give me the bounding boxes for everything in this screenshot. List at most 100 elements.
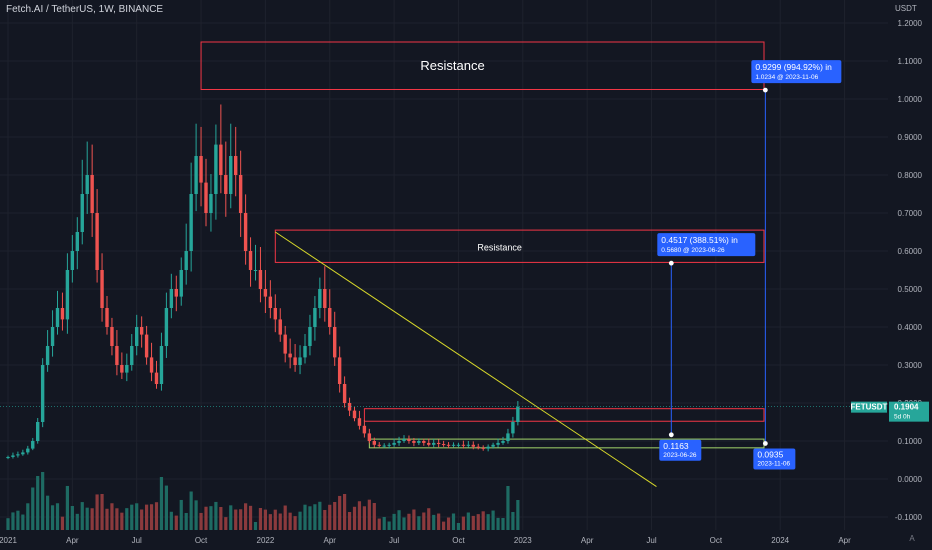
- candle-body: [293, 357, 297, 365]
- measure-end-point[interactable]: [762, 87, 768, 93]
- candle-body: [412, 441, 416, 443]
- volume-bar: [184, 513, 188, 530]
- resistance-zone[interactable]: [363, 408, 765, 422]
- candle-body: [372, 441, 376, 445]
- measure-callout-main: 0.9299 (994.92%) in: [755, 62, 832, 72]
- candle-body: [461, 444, 466, 446]
- volume-bar: [263, 509, 267, 530]
- candle-body: [427, 442, 431, 445]
- volume-bar: [75, 513, 79, 530]
- candle-body: [125, 365, 129, 373]
- volume-bar: [36, 476, 40, 530]
- volume-bar: [41, 472, 45, 530]
- symbol-title[interactable]: Fetch.AI / TetherUS, 1W, BINANCE: [6, 4, 164, 15]
- measure-start-label[interactable]: [753, 448, 796, 470]
- measure-start-label[interactable]: [659, 439, 702, 461]
- measure-callout[interactable]: [751, 60, 842, 84]
- volume-bar: [95, 494, 99, 530]
- volume-bar: [253, 522, 258, 530]
- measure-callout[interactable]: [657, 233, 756, 257]
- measure-end-point[interactable]: [668, 260, 674, 266]
- candle-body: [283, 334, 287, 354]
- candle-body: [342, 384, 347, 403]
- volume-bar: [46, 495, 50, 530]
- volume-bar: [432, 514, 436, 530]
- candle-body: [229, 156, 233, 194]
- candle-body: [486, 446, 490, 449]
- volume-bar: [26, 503, 30, 530]
- volume-bar: [130, 504, 134, 530]
- candle-body: [397, 441, 401, 443]
- volume-bar: [471, 515, 475, 530]
- volume-bar: [105, 508, 109, 530]
- candle-body: [357, 418, 362, 426]
- volume-bar: [214, 501, 218, 530]
- candle-body: [115, 346, 119, 365]
- volume-bar: [16, 510, 20, 530]
- chart-grid: [0, 0, 888, 530]
- symbol-tag: [851, 401, 887, 413]
- price-tick-label: 0.1000: [898, 437, 923, 446]
- candle-body: [16, 454, 20, 456]
- price-tick-label: -0.1000: [895, 513, 923, 522]
- candle-body: [154, 372, 159, 384]
- candle-body: [446, 444, 451, 446]
- candle-body: [496, 442, 500, 445]
- price-tick-label: 0.9000: [898, 133, 923, 142]
- time-axis[interactable]: 2021 Apr Jul Oct 2022 Apr Jul Oct 2023 Apr Jul Oct 2…: [0, 536, 851, 545]
- candle-body: [120, 365, 124, 373]
- measure-start-value: 0.0935: [757, 449, 783, 459]
- candle-body: [466, 444, 471, 446]
- volume-bar: [164, 485, 168, 530]
- measure-callout-main: 0.4517 (388.51%) in: [661, 235, 738, 245]
- candle-body: [144, 334, 149, 358]
- volume-bar: [323, 510, 327, 530]
- price-tick-label: 1.0000: [898, 95, 923, 104]
- candle-body: [511, 422, 515, 434]
- volume-bar: [412, 509, 416, 530]
- candle-body: [303, 346, 307, 358]
- volume-bar: [11, 512, 15, 530]
- volume-bar: [343, 494, 347, 530]
- measure-callout-sub: 1.0234 @ 2023-11-06: [755, 74, 818, 81]
- volume-bar: [392, 513, 396, 530]
- trendline[interactable]: [275, 231, 657, 488]
- volume-bar: [135, 503, 139, 530]
- price-axis-unit[interactable]: USDT: [895, 4, 917, 13]
- volume-bar: [308, 506, 312, 530]
- candle-body: [337, 357, 342, 384]
- candle-body: [491, 444, 495, 447]
- candle-body: [40, 365, 45, 422]
- volume-bar: [244, 503, 248, 530]
- candle-body: [501, 441, 505, 443]
- descending-trendline[interactable]: [275, 231, 657, 488]
- volume-bar: [303, 504, 307, 530]
- volume-bar: [352, 506, 357, 530]
- measure-start-point[interactable]: [762, 441, 768, 446]
- auto-scale-icon[interactable]: A: [909, 534, 915, 543]
- volume-bar: [476, 514, 480, 530]
- volume-bar: [283, 505, 287, 530]
- time-tick-label: 2023: [514, 536, 532, 545]
- candle-body: [288, 353, 292, 358]
- candle-body: [278, 319, 282, 335]
- volume-bar: [248, 505, 253, 530]
- measure-start-point[interactable]: [668, 432, 674, 438]
- candle-body: [333, 327, 337, 358]
- candle-body: [184, 251, 188, 270]
- volume-bar: [511, 512, 515, 530]
- candle-body: [516, 406, 520, 422]
- price-axis[interactable]: 1.2000 1.1000 1.0000 0.9000 0.8000 0.7000 0.60…: [895, 19, 923, 522]
- candle-body: [308, 327, 312, 346]
- price-range-measurements[interactable]: 0.4517 (388.51%) in 0.5680 @ 2023-06-26 0.…: [657, 60, 842, 470]
- price-tick-label: 0.0000: [898, 475, 923, 484]
- volume-bar: [437, 513, 441, 530]
- volume-bar: [461, 516, 465, 530]
- candle-body: [80, 194, 84, 232]
- volume-bar: [318, 501, 322, 530]
- resistance-zone[interactable]: [274, 229, 765, 263]
- time-tick-label: Apr: [581, 536, 594, 545]
- candle-body: [214, 144, 218, 194]
- time-tick-label: Oct: [452, 536, 465, 545]
